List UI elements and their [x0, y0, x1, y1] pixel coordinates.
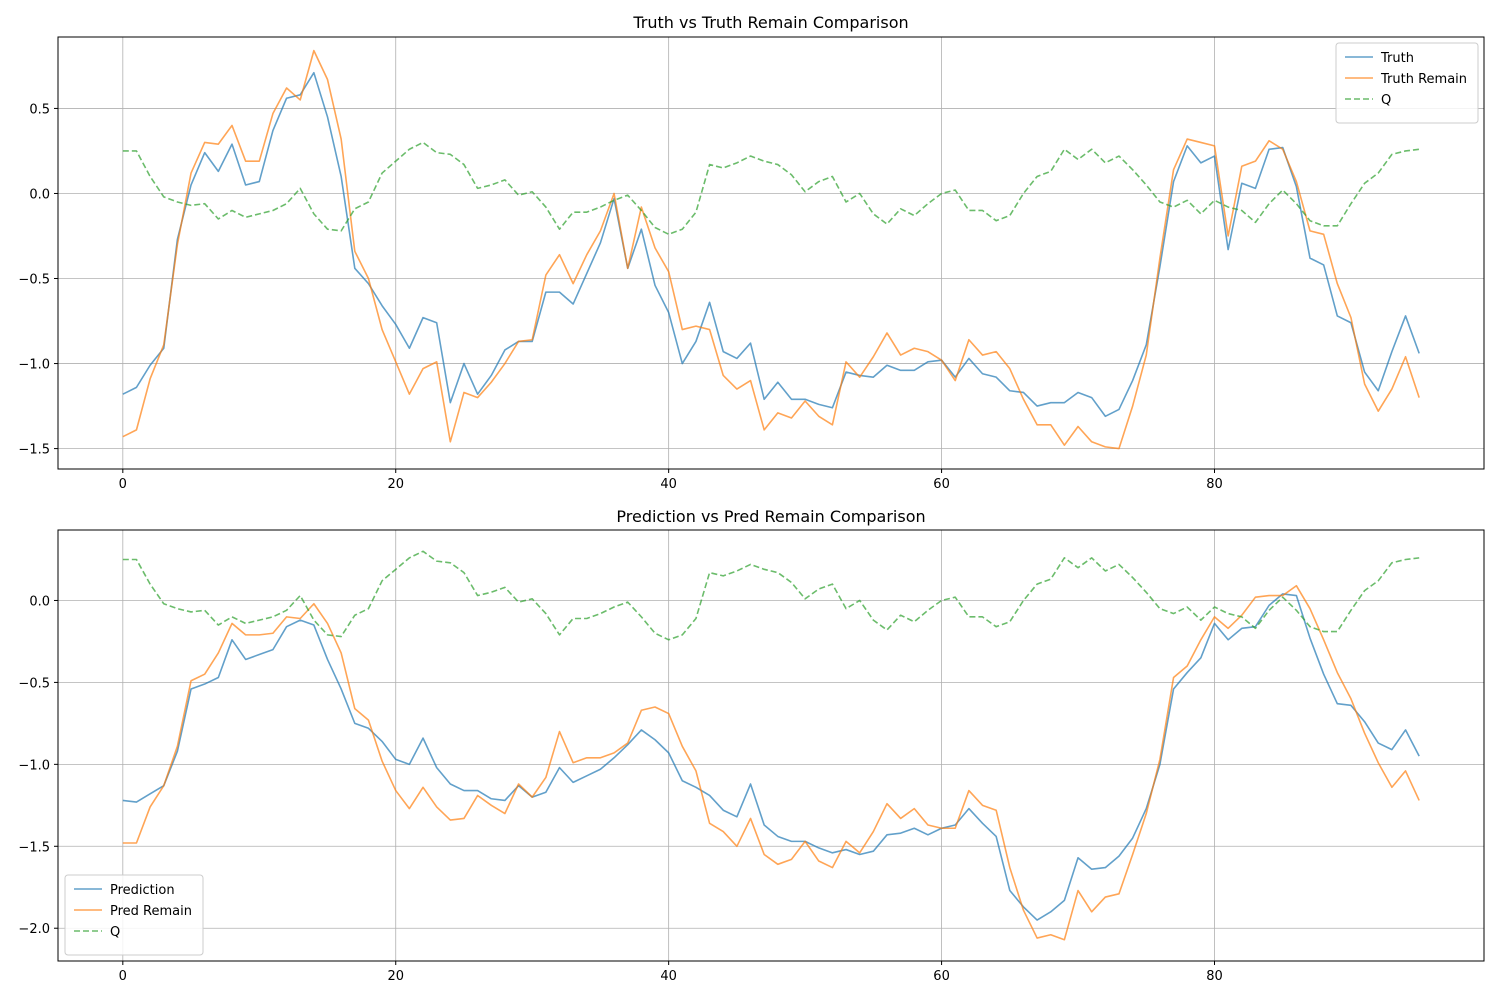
x-tick-label: 20 [387, 477, 404, 492]
series-line-q [122, 141, 1420, 236]
chart-2: Prediction vs Pred Remain Comparison 0 20 4… [18, 507, 1485, 984]
series-line-truth [122, 71, 1420, 418]
x-tick-label: 80 [1206, 969, 1223, 984]
legend-label: Q [1381, 93, 1391, 108]
y-tick-label: −1.5 [18, 443, 50, 458]
legend: Prediction Pred Remain Q [64, 874, 204, 956]
series-line-q [122, 550, 1420, 641]
y-tick-label: 0.0 [29, 187, 50, 202]
series-line-prediction [122, 593, 1420, 921]
y-tick-label: −2.0 [18, 922, 50, 937]
x-tick-label: 0 [119, 477, 127, 492]
legend-box [1335, 42, 1479, 124]
chart-title: Truth vs Truth Remain Comparison [632, 13, 908, 32]
plot-frame [57, 36, 1485, 470]
legend-label: Truth Remain [1380, 72, 1467, 87]
legend-label: Pred Remain [110, 904, 192, 919]
y-tick-label: 0.0 [29, 594, 50, 609]
y-tick-label: −1.5 [18, 840, 50, 855]
legend-label: Truth [1380, 51, 1414, 66]
legend-label: Prediction [110, 883, 175, 898]
x-tick-label: 40 [660, 969, 677, 984]
plot-frame [57, 529, 1485, 962]
series-line-pred-remain [122, 584, 1420, 941]
series-line-truth-remain [122, 49, 1420, 450]
y-tick-label: −1.0 [18, 358, 50, 373]
x-tick-label: 40 [660, 477, 677, 492]
x-tick-label: 60 [933, 969, 950, 984]
y-tick-label: −0.5 [18, 273, 50, 288]
legend-label: Q [110, 925, 120, 940]
legend: Truth Truth Remain Q [1335, 42, 1479, 124]
x-tick-label: 0 [119, 969, 127, 984]
x-tick-label: 80 [1206, 477, 1223, 492]
y-tick-label: −0.5 [18, 676, 50, 691]
chart-1: Truth vs Truth Remain Comparison 0 20 40 60 8… [18, 13, 1485, 492]
x-tick-label: 60 [933, 477, 950, 492]
y-tick-label: −1.0 [18, 758, 50, 773]
x-tick-label: 20 [387, 969, 404, 984]
chart-title: Prediction vs Pred Remain Comparison [616, 507, 925, 526]
legend-box [64, 874, 204, 956]
y-tick-label: 0.5 [29, 102, 50, 117]
